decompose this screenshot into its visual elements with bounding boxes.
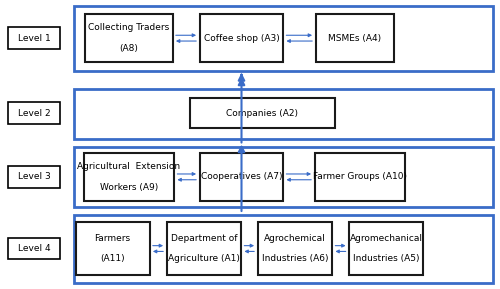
Bar: [74, 89, 493, 139]
Text: Level 2: Level 2: [18, 109, 50, 118]
Text: Department of

Agriculture (A1): Department of Agriculture (A1): [168, 234, 240, 264]
Bar: [190, 98, 335, 128]
Bar: [8, 238, 60, 260]
Text: Level 4: Level 4: [18, 244, 50, 253]
Bar: [8, 166, 60, 188]
Bar: [200, 153, 283, 201]
Text: Level 1: Level 1: [18, 34, 50, 43]
Text: Level 3: Level 3: [18, 172, 50, 181]
Bar: [84, 153, 174, 201]
Text: Companies (A2): Companies (A2): [226, 109, 298, 118]
Bar: [8, 103, 60, 124]
Bar: [85, 14, 173, 62]
Text: Agromechanical

Industries (A5): Agromechanical Industries (A5): [350, 234, 422, 264]
Text: Agricultural  Extension

Workers (A9): Agricultural Extension Workers (A9): [78, 162, 180, 192]
Bar: [74, 147, 493, 207]
Text: Farmer Groups (A10): Farmer Groups (A10): [313, 172, 407, 181]
Bar: [200, 14, 283, 62]
Text: Agrochemical

Industries (A6): Agrochemical Industries (A6): [262, 234, 328, 264]
Text: Farmers

(A11): Farmers (A11): [94, 234, 130, 264]
Text: MSMEs (A4): MSMEs (A4): [328, 34, 382, 43]
Bar: [74, 215, 493, 283]
Text: Collecting Traders

(A8): Collecting Traders (A8): [88, 23, 170, 53]
Bar: [316, 14, 394, 62]
Bar: [258, 222, 332, 275]
Bar: [315, 153, 405, 201]
Text: Coffee shop (A3): Coffee shop (A3): [204, 34, 280, 43]
Bar: [349, 222, 423, 275]
Bar: [76, 222, 150, 275]
Bar: [74, 6, 493, 71]
Text: Cooperatives (A7): Cooperatives (A7): [201, 172, 282, 181]
Bar: [167, 222, 241, 275]
Bar: [8, 27, 60, 49]
